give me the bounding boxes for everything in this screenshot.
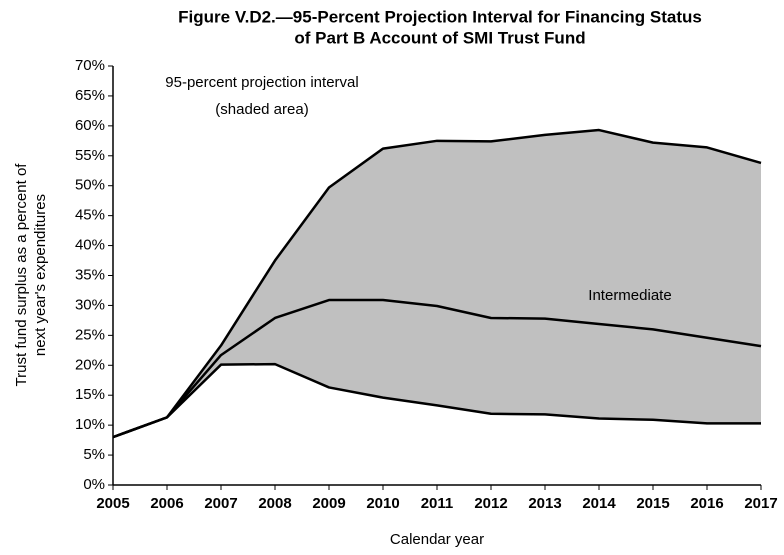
y-axis-label: next year's expenditures bbox=[32, 194, 49, 356]
chart-title: of Part B Account of SMI Trust Fund bbox=[294, 28, 585, 47]
y-tick-label: 25% bbox=[75, 326, 105, 343]
y-tick-label: 55% bbox=[75, 147, 105, 164]
x-tick-label: 2016 bbox=[690, 495, 723, 512]
x-tick-label: 2007 bbox=[204, 495, 237, 512]
x-tick-label: 2005 bbox=[96, 495, 129, 512]
series-line bbox=[112, 128, 762, 439]
x-axis-label: Calendar year bbox=[390, 531, 484, 548]
x-tick-label: 2009 bbox=[312, 495, 345, 512]
y-tick-label: 70% bbox=[75, 57, 105, 74]
x-tick-label: 2008 bbox=[258, 495, 291, 512]
y-tick-label: 20% bbox=[75, 356, 105, 373]
interval-area bbox=[113, 130, 761, 438]
y-tick-label: 15% bbox=[75, 386, 105, 403]
y-tick-label: 0% bbox=[83, 476, 105, 493]
series-label: Intermediate bbox=[588, 287, 671, 304]
x-tick-label: 2010 bbox=[366, 495, 399, 512]
x-tick-label: 2017 bbox=[744, 495, 777, 512]
y-tick-label: 50% bbox=[75, 177, 105, 194]
y-tick-label: 35% bbox=[75, 266, 105, 283]
y-tick-label: 30% bbox=[75, 296, 105, 313]
y-tick-label: 40% bbox=[75, 237, 105, 254]
x-tick-label: 2015 bbox=[636, 495, 669, 512]
x-tick-label: 2012 bbox=[474, 495, 507, 512]
chart-title: Figure V.D2.—95-Percent Projection Inter… bbox=[178, 7, 702, 26]
series-line bbox=[112, 298, 762, 439]
x-tick-label: 2006 bbox=[150, 495, 183, 512]
x-tick-label: 2011 bbox=[421, 495, 454, 512]
x-tick-label: 2014 bbox=[582, 495, 616, 512]
annotation: 95-percent projection interval bbox=[165, 74, 358, 91]
annotation: (shaded area) bbox=[215, 101, 308, 118]
x-tick-label: 2013 bbox=[528, 495, 561, 512]
y-tick-label: 10% bbox=[75, 416, 105, 433]
y-tick-label: 45% bbox=[75, 207, 105, 224]
y-axis-label: Trust fund surplus as a percent of bbox=[13, 163, 30, 387]
y-tick-label: 5% bbox=[83, 446, 105, 463]
y-tick-label: 60% bbox=[75, 117, 105, 134]
series-line bbox=[112, 362, 761, 439]
y-tick-label: 65% bbox=[75, 87, 105, 104]
